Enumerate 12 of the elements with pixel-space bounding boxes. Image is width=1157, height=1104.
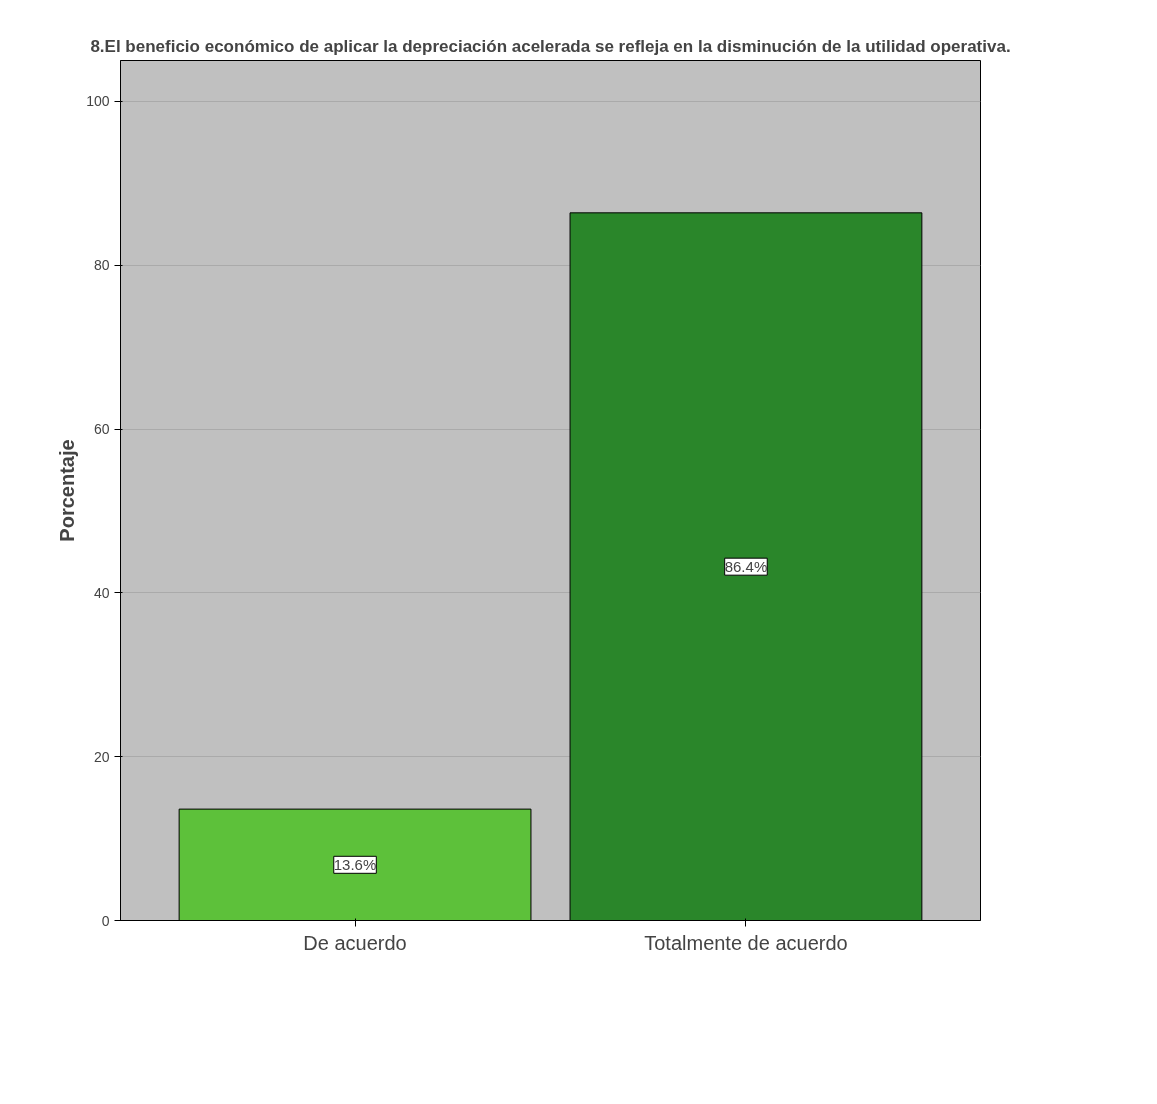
y-tick-label: 0 (101, 912, 110, 929)
y-tick-label: 40 (93, 584, 110, 601)
y-tick-label: 100 (86, 93, 110, 110)
y-axis-title: Porcentaje (56, 439, 79, 542)
y-tick-label: 20 (93, 748, 110, 765)
x-tick-label: Totalmente de acuerdo (644, 931, 848, 954)
data-label: 86.4% (724, 558, 768, 576)
chart-title: 8.El beneficio económico de aplicar la depreciación acelerada se refleja en la disminución de la utilidad operativa. (90, 36, 1011, 56)
x-tick-label: De acuerdo (303, 931, 407, 954)
y-tick-label: 60 (93, 421, 110, 438)
y-tick-label: 80 (93, 257, 110, 274)
data-label: 13.6% (333, 856, 377, 874)
